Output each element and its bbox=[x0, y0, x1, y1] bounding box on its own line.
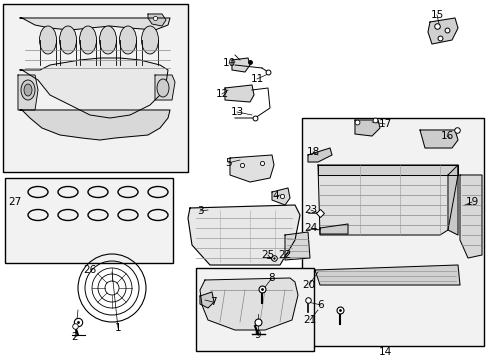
Text: 16: 16 bbox=[440, 131, 453, 141]
Text: 8: 8 bbox=[268, 273, 275, 283]
Polygon shape bbox=[319, 224, 347, 234]
Ellipse shape bbox=[80, 26, 96, 54]
Text: 22: 22 bbox=[278, 250, 291, 260]
Polygon shape bbox=[447, 165, 457, 235]
Ellipse shape bbox=[40, 26, 57, 54]
Polygon shape bbox=[155, 75, 175, 100]
Polygon shape bbox=[354, 120, 379, 136]
Polygon shape bbox=[285, 232, 309, 260]
Polygon shape bbox=[20, 110, 170, 140]
Bar bbox=[3, 4, 187, 172]
Text: 27: 27 bbox=[8, 197, 21, 207]
Text: 17: 17 bbox=[378, 119, 391, 129]
Polygon shape bbox=[231, 58, 249, 72]
Polygon shape bbox=[20, 58, 168, 118]
Text: 4: 4 bbox=[272, 191, 279, 201]
Polygon shape bbox=[229, 155, 273, 182]
Polygon shape bbox=[18, 75, 38, 110]
Text: 10: 10 bbox=[222, 58, 235, 68]
Text: 6: 6 bbox=[317, 300, 324, 310]
Bar bbox=[196, 268, 313, 351]
Text: 14: 14 bbox=[378, 347, 391, 357]
Polygon shape bbox=[224, 85, 253, 102]
Text: 2: 2 bbox=[72, 332, 78, 342]
Text: 7: 7 bbox=[209, 297, 216, 307]
Polygon shape bbox=[419, 130, 457, 148]
Polygon shape bbox=[459, 175, 481, 258]
Polygon shape bbox=[271, 188, 289, 205]
Ellipse shape bbox=[21, 80, 35, 100]
Text: 1: 1 bbox=[115, 323, 121, 333]
Polygon shape bbox=[200, 292, 214, 308]
Bar bbox=[302, 118, 483, 346]
Text: 15: 15 bbox=[429, 10, 443, 20]
Text: 25: 25 bbox=[261, 250, 274, 260]
Text: 13: 13 bbox=[230, 107, 243, 117]
Polygon shape bbox=[427, 18, 457, 44]
Text: 11: 11 bbox=[250, 74, 263, 84]
Text: 20: 20 bbox=[302, 280, 315, 290]
Text: 24: 24 bbox=[304, 223, 317, 233]
Polygon shape bbox=[200, 278, 297, 330]
Text: 18: 18 bbox=[306, 147, 319, 157]
Polygon shape bbox=[148, 14, 165, 26]
Ellipse shape bbox=[99, 26, 116, 54]
Polygon shape bbox=[317, 165, 457, 235]
Polygon shape bbox=[314, 265, 459, 285]
Ellipse shape bbox=[119, 26, 136, 54]
Text: 23: 23 bbox=[304, 205, 317, 215]
Text: 5: 5 bbox=[224, 158, 231, 168]
Ellipse shape bbox=[24, 84, 32, 96]
Ellipse shape bbox=[157, 79, 169, 97]
Ellipse shape bbox=[60, 26, 76, 54]
Text: 12: 12 bbox=[215, 89, 228, 99]
Polygon shape bbox=[307, 148, 331, 162]
Polygon shape bbox=[317, 165, 457, 175]
Ellipse shape bbox=[141, 26, 158, 54]
Text: 9: 9 bbox=[254, 330, 261, 340]
Text: 3: 3 bbox=[196, 206, 203, 216]
Text: 21: 21 bbox=[303, 315, 316, 325]
Text: 26: 26 bbox=[83, 265, 97, 275]
Polygon shape bbox=[187, 205, 299, 265]
Polygon shape bbox=[20, 18, 170, 30]
Text: 19: 19 bbox=[465, 197, 478, 207]
Bar bbox=[5, 178, 173, 263]
